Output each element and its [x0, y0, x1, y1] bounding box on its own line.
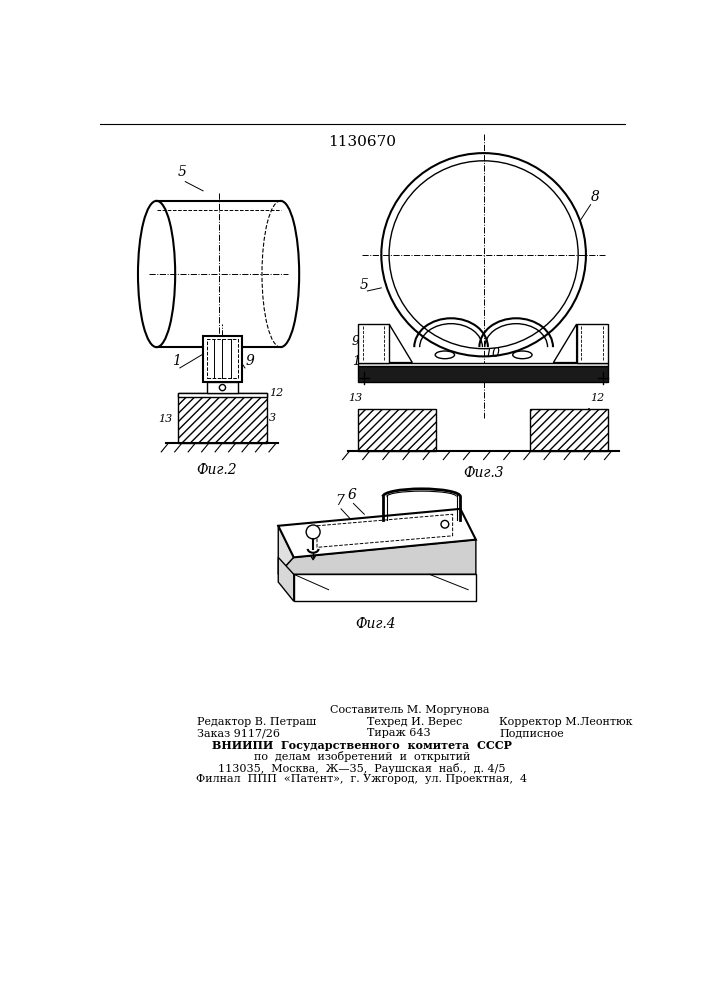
- Bar: [207, 339, 238, 378]
- Bar: [156, 201, 281, 347]
- Text: 10: 10: [484, 347, 500, 360]
- Ellipse shape: [513, 351, 532, 359]
- Text: Подписное: Подписное: [499, 728, 564, 738]
- Text: 12: 12: [590, 393, 604, 403]
- Text: 8: 8: [590, 190, 600, 204]
- Polygon shape: [293, 574, 476, 601]
- Text: Составитель М. Моргунова: Составитель М. Моргунова: [330, 705, 490, 715]
- Circle shape: [389, 161, 578, 349]
- Polygon shape: [279, 526, 293, 574]
- Text: 9: 9: [246, 354, 255, 368]
- Text: ВНИИПИ  Государственного  комитета  СССР: ВНИИПИ Государственного комитета СССР: [212, 740, 512, 751]
- Text: 13: 13: [158, 414, 173, 424]
- Text: 6: 6: [348, 488, 357, 502]
- Bar: [358, 366, 607, 382]
- Text: Техред И. Верес: Техред И. Верес: [368, 717, 463, 727]
- Text: 4: 4: [583, 408, 590, 418]
- Text: 9: 9: [352, 335, 360, 348]
- Circle shape: [441, 520, 449, 528]
- Text: 2: 2: [596, 326, 604, 339]
- Text: 7: 7: [335, 494, 344, 508]
- Polygon shape: [279, 557, 293, 601]
- Text: 1: 1: [352, 355, 360, 368]
- Text: 9: 9: [596, 339, 604, 352]
- Text: 5: 5: [177, 165, 187, 179]
- Text: Корректор М.Леонтюк: Корректор М.Леонтюк: [499, 717, 633, 727]
- Text: Заказ 9117/26: Заказ 9117/26: [197, 728, 280, 738]
- Text: 1: 1: [172, 354, 181, 368]
- Text: 8: 8: [457, 278, 464, 291]
- Polygon shape: [279, 540, 476, 574]
- Polygon shape: [389, 324, 412, 363]
- Text: Фиг.3: Фиг.3: [463, 466, 504, 480]
- Ellipse shape: [436, 351, 455, 359]
- Circle shape: [381, 153, 586, 356]
- Text: Фиг.4: Фиг.4: [355, 617, 395, 631]
- Bar: [577, 324, 607, 363]
- Text: по  делам  изобретений  и  открытий: по делам изобретений и открытий: [254, 751, 470, 762]
- Text: Фиг.2: Фиг.2: [196, 463, 237, 477]
- Text: 3: 3: [575, 418, 582, 428]
- Bar: [177, 393, 267, 443]
- Bar: [358, 324, 389, 363]
- Polygon shape: [554, 324, 577, 363]
- Text: 11: 11: [450, 324, 467, 337]
- Text: Филнал  ППП  «Патент»,  г. Ужгород,  ул. Проектная,  4: Филнал ППП «Патент», г. Ужгород, ул. Про…: [197, 774, 527, 784]
- Text: 1130670: 1130670: [328, 135, 396, 149]
- Text: 113035,  Москва,  Ж—35,  Раушская  наб.,  д. 4/5: 113035, Москва, Ж—35, Раушская наб., д. …: [218, 763, 506, 774]
- Bar: [207, 382, 238, 393]
- Text: 5: 5: [360, 278, 368, 292]
- Text: 13: 13: [348, 393, 362, 403]
- Text: Тираж 643: Тираж 643: [368, 728, 431, 738]
- Text: 12: 12: [269, 388, 284, 398]
- Bar: [358, 363, 607, 366]
- Text: Редактор В. Петраш: Редактор В. Петраш: [197, 717, 316, 727]
- Bar: [203, 336, 242, 382]
- Bar: [530, 409, 607, 451]
- Circle shape: [306, 525, 320, 539]
- Bar: [358, 409, 436, 451]
- Polygon shape: [279, 509, 476, 557]
- Ellipse shape: [138, 201, 175, 347]
- Text: 3: 3: [269, 413, 276, 423]
- Bar: [177, 393, 267, 397]
